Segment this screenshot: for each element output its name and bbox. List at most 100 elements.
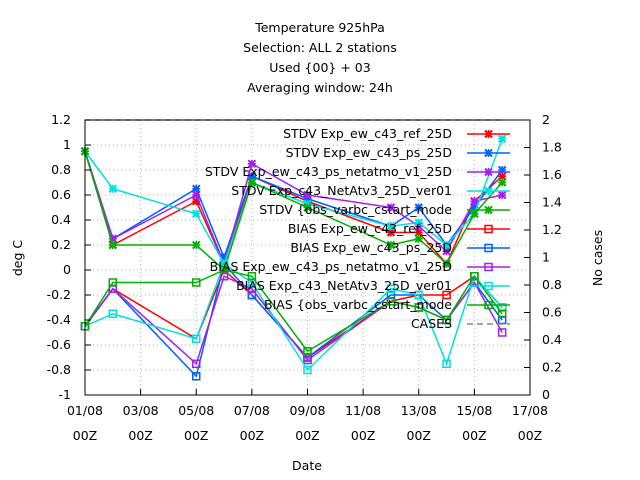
legend-marker [484, 129, 493, 139]
data-point [386, 228, 396, 237]
y2-tick-label: 1.6 [542, 167, 562, 182]
legend-item: STDV {obs_varbc_cstart_mode [259, 202, 510, 217]
data-point [386, 284, 396, 293]
data-point [414, 234, 423, 243]
legend-label: BIAS {obs_varbc_cstart_mode [264, 297, 452, 312]
x-tick-label: 00Z [351, 428, 375, 443]
axes: 1.2 1 0.8 0.6 0.4 0.2 0 -0.2 -0.4 -0.6 -0.8 -1 2 1.8 1… [47, 112, 562, 443]
data-point [497, 190, 507, 200]
data-point [303, 203, 312, 212]
y2-tick-label: 0 [542, 387, 550, 402]
legend-label: STDV Exp_ew_c43_ps_25D [286, 145, 452, 160]
legend-item: BIAS {obs_varbc_cstart_mode [264, 297, 510, 312]
series-line [84, 275, 503, 366]
data-point [497, 165, 507, 175]
legend-marker [484, 281, 493, 291]
data-point [386, 222, 396, 231]
x-tick-label: 11/08 [345, 403, 381, 418]
x-tick-label: 01/08 [67, 403, 103, 418]
data-point [414, 218, 423, 227]
data-point [442, 290, 451, 300]
legend-marker [484, 300, 493, 310]
y-tick-label: -0.2 [47, 287, 71, 302]
y2-tick-label: 1 [542, 250, 550, 265]
legend-item: STDV Exp_ew_c43_ps_25D [286, 145, 510, 160]
data-point [442, 259, 451, 268]
x-tick-label: 00Z [128, 428, 152, 443]
data-point [219, 265, 229, 275]
chart-title: Temperature 925hPa Selection: ALL 2 stati… [243, 20, 397, 95]
y-tick-label: 0.2 [51, 237, 71, 252]
data-point [303, 365, 312, 375]
y-axis-label: deg C [10, 240, 25, 277]
legend: STDV Exp_ew_c43_ref_25D STDV Exp_ew_c43_p… [205, 126, 510, 331]
legend-marker [484, 167, 493, 177]
data-point [192, 359, 201, 368]
x-tick-label: 09/08 [289, 403, 325, 418]
series-layer [80, 119, 507, 381]
data-point [470, 209, 479, 218]
legend-marker [484, 205, 493, 215]
title-line: Temperature 925hPa [254, 20, 385, 35]
data-point [108, 240, 118, 250]
x-tick-label: 17/08 [512, 403, 548, 418]
data-point [108, 309, 118, 318]
y-tick-label: -0.4 [47, 312, 71, 327]
legend-item: STDV Exp_c43_NetAtv3_25D_ver01 [231, 183, 510, 198]
x-tick-label: 00Z [73, 428, 97, 443]
legend-item: STDV Exp_ew_c43_ref_25D [283, 126, 510, 141]
y2-axis-label: No cases [590, 230, 605, 286]
legend-item: BIAS Exp_c43_NetAtv3_25D_ver01 [236, 278, 510, 293]
x-tick-label: 15/08 [456, 403, 492, 418]
legend-label: BIAS Exp_ew_c43_ps_25D [290, 240, 452, 255]
data-point [414, 203, 423, 212]
x-axis-label: Date [292, 458, 322, 473]
legend-label: STDV Exp_ew_c43_ref_25D [283, 126, 452, 141]
legend-label: BIAS Exp_c43_NetAtv3_25D_ver01 [236, 278, 452, 293]
data-point [192, 184, 201, 193]
data-point [470, 197, 479, 206]
legend-label: STDV Exp_ew_c43_ps_netatmo_v1_25D [205, 164, 452, 179]
series-line [84, 269, 503, 353]
data-point [497, 178, 507, 187]
legend-label: STDV Exp_c43_NetAtv3_25D_ver01 [231, 183, 452, 198]
data-point [192, 372, 201, 381]
data-point [247, 178, 257, 187]
legend-label: CASES [411, 316, 452, 331]
y-tick-label: 0.8 [51, 162, 71, 177]
data-point [442, 240, 451, 250]
series-line [84, 262, 503, 372]
data-point [414, 303, 423, 312]
x-tick-label: 00Z [518, 428, 542, 443]
data-point [192, 334, 201, 343]
legend-marker [484, 224, 493, 234]
data-point [386, 203, 396, 212]
data-point [247, 159, 257, 168]
y2-tick-label: 1.8 [542, 140, 562, 155]
legend-item: BIAS Exp_ew_c43_ps_25D [290, 240, 510, 255]
data-point [497, 328, 507, 337]
legend-item: STDV Exp_ew_c43_ps_netatmo_v1_25D [205, 164, 510, 179]
y-tick-label: -0.8 [47, 362, 71, 377]
y-tick-label: 0.4 [51, 212, 71, 227]
y2-tick-label: 0.4 [542, 332, 562, 347]
legend-item: BIAS Exp_ew_c43_ref_25D [288, 221, 510, 236]
data-point [247, 272, 257, 281]
y2-tick-label: 1.4 [542, 195, 562, 210]
data-point [470, 272, 479, 281]
y-tick-label: 0 [63, 262, 71, 277]
y2-tick-label: 1.2 [542, 222, 562, 237]
y2-tick-label: 2 [542, 112, 550, 127]
data-point [192, 209, 201, 218]
y2-tick-label: 0.2 [542, 360, 562, 375]
x-tick-label: 00Z [407, 428, 431, 443]
data-point [414, 290, 423, 300]
data-point [303, 347, 312, 356]
x-tick-label: 00Z [462, 428, 486, 443]
x-tick-label: 07/08 [234, 403, 270, 418]
legend-label: BIAS Exp_ew_c43_ref_25D [288, 221, 452, 236]
title-line: Used {00} + 03 [269, 60, 370, 75]
y-tick-label: 1.2 [51, 112, 71, 127]
data-point [303, 355, 312, 365]
